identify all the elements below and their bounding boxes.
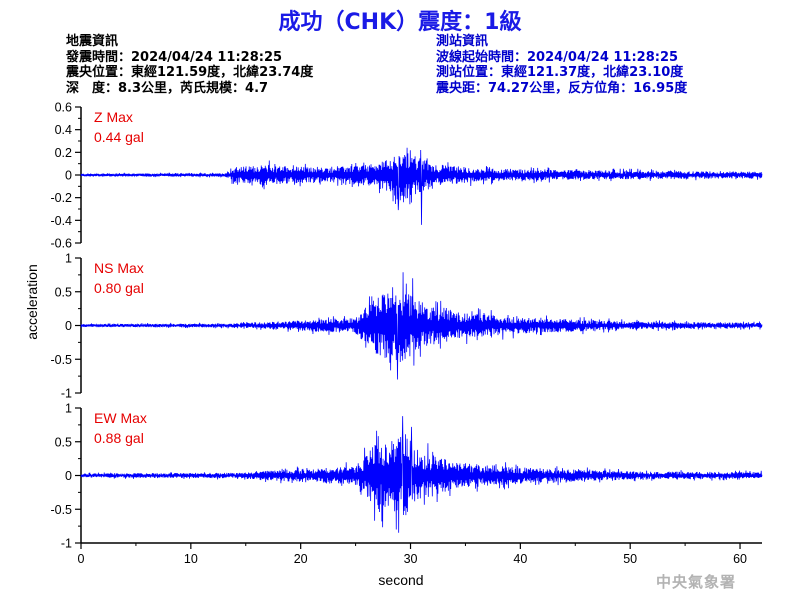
y-tick-label-ew: 1 (65, 402, 72, 416)
x-tick-label: 30 (404, 552, 418, 566)
y-tick-label-z: -0.2 (50, 191, 72, 205)
trace-ns (80, 272, 763, 380)
x-axis-label: second (378, 572, 423, 588)
y-tick-label-ns: 0 (65, 319, 72, 333)
earthquake-info: 地震資訊 發震時間：2024/04/24 11:28:25 震央位置：東經121… (66, 34, 313, 96)
station-wave-start-time: 波線起始時間：2024/04/24 11:28:25 (436, 49, 679, 65)
x-tick-label: 20 (294, 552, 308, 566)
y-tick-label-ew: -1 (61, 537, 72, 551)
station-info-heading: 測站資訊 (436, 34, 489, 49)
x-tick-label: 10 (184, 552, 198, 566)
x-tick-label: 60 (733, 552, 747, 566)
page-title: 成功（CHK）震度：1級 (278, 10, 522, 35)
max-value-ns: 0.80 gal (94, 280, 144, 296)
y-tick-label-ew: -0.5 (50, 503, 72, 517)
y-tick-label-ns: 0.5 (55, 285, 72, 299)
station-distance-azimuth: 震央距：74.27公里，反方位角：16.95度 (436, 80, 688, 96)
y-tick-label-ns: 1 (65, 252, 72, 266)
x-tick-label: 40 (513, 552, 527, 566)
station-location: 測站位置：東經121.37度，北緯23.10度 (436, 65, 684, 80)
x-tick-label: 0 (78, 552, 85, 566)
max-label-ns: NS Max (94, 260, 144, 276)
earthquake-depth-magnitude: 深 度：8.3公里，芮氏規模：4.7 (66, 80, 269, 96)
y-tick-label-ns: -1 (61, 387, 72, 401)
y-tick-label-z: 0.2 (55, 146, 72, 160)
y-tick-label-ns: -0.5 (50, 353, 72, 367)
trace-ew (80, 416, 763, 533)
max-value-z: 0.44 gal (94, 129, 144, 145)
y-tick-label-z: 0.4 (55, 123, 72, 137)
earthquake-origin-time: 發震時間：2024/04/24 11:28:25 (66, 49, 283, 65)
x-tick-label: 50 (623, 552, 637, 566)
y-tick-label-ew: 0 (65, 469, 72, 483)
y-axis-label: acceleration (24, 264, 40, 340)
y-tick-label-z: -0.6 (50, 237, 72, 251)
trace-z (80, 147, 763, 225)
max-value-ew: 0.88 gal (94, 430, 144, 446)
station-info: 測站資訊 波線起始時間：2024/04/24 11:28:25 測站位置：東經1… (436, 34, 687, 96)
earthquake-info-heading: 地震資訊 (66, 34, 119, 49)
y-tick-label-z: 0.6 (55, 101, 72, 115)
agency-credit: 中央氣象署 (656, 573, 737, 591)
y-tick-label-z: -0.4 (50, 214, 72, 228)
max-label-ew: EW Max (94, 410, 147, 426)
y-tick-label-z: 0 (65, 169, 72, 183)
earthquake-epicenter: 震央位置：東經121.59度，北緯23.74度 (66, 65, 314, 80)
max-label-z: Z Max (94, 109, 133, 125)
y-tick-label-ew: 0.5 (55, 435, 72, 449)
